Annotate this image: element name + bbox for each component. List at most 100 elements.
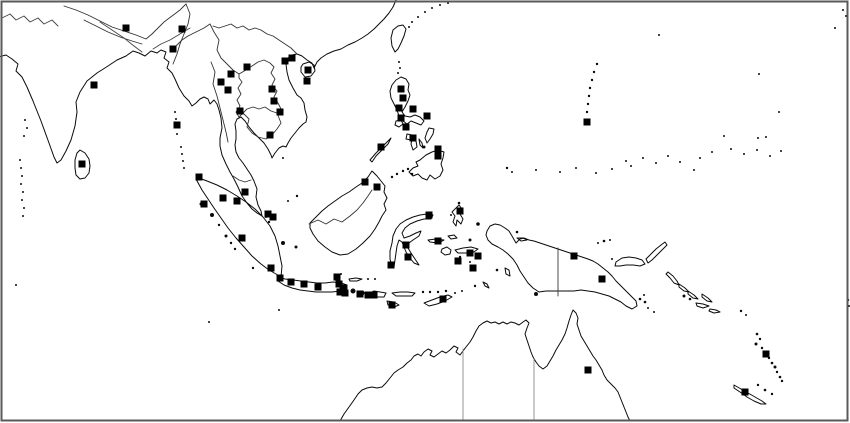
small-island-dot	[428, 290, 432, 294]
small-island-dot	[559, 171, 561, 173]
occurrence-marker	[434, 237, 442, 245]
coastline-taiwan	[390, 24, 407, 53]
small-island-dot	[22, 191, 24, 193]
coastline-hainan	[300, 61, 316, 78]
small-island-dot	[20, 167, 22, 169]
occurrence-marker	[456, 207, 464, 215]
small-island-dot	[224, 234, 228, 238]
occurrence-marker	[336, 288, 344, 296]
small-island-dot	[461, 290, 463, 292]
small-island-dot	[395, 172, 399, 176]
occurrence-marker	[169, 45, 177, 53]
small-island-dot	[780, 379, 784, 383]
occurrence-marker	[434, 145, 442, 153]
occurrence-marker	[409, 105, 417, 113]
small-island-dot	[658, 34, 660, 36]
small-island-dot	[647, 307, 649, 309]
occurrence-marker	[341, 289, 349, 297]
admin-line-nepal-south-border	[83, 19, 143, 45]
small-island-dot	[711, 151, 713, 153]
occurrence-marker	[217, 78, 225, 86]
coastline-borneo	[309, 170, 388, 256]
small-island-dot	[398, 61, 400, 63]
coastline-sumatra	[195, 177, 283, 278]
small-island-dot	[723, 135, 725, 137]
small-island-dot	[535, 169, 537, 171]
small-island-dot	[602, 239, 606, 243]
small-island-dot	[682, 294, 686, 298]
small-island-dot	[21, 199, 23, 201]
occurrence-marker	[178, 25, 186, 33]
occurrence-marker	[90, 81, 98, 89]
coastline-sri-lanka	[74, 149, 91, 180]
small-island-dot	[643, 300, 647, 304]
small-island-dot	[251, 266, 255, 270]
occurrence-marker	[423, 112, 431, 120]
small-island-dot	[24, 119, 26, 121]
coastline-new-britain	[614, 256, 646, 267]
small-island-dot	[655, 162, 657, 164]
small-island-dot	[595, 62, 599, 66]
occurrence-marker	[387, 261, 395, 269]
small-island-dot	[26, 127, 28, 129]
small-island-dot	[758, 73, 760, 75]
occurrence-marker	[288, 54, 296, 62]
occurrence-marker	[399, 94, 407, 102]
small-island-dot	[374, 278, 376, 280]
occurrence-marker	[434, 152, 442, 160]
small-island-dot	[406, 167, 410, 171]
coastline-choiseul	[678, 283, 690, 293]
small-island-dot	[667, 155, 669, 157]
small-island-dot	[595, 172, 597, 174]
small-island-dot	[282, 157, 284, 159]
small-island-dot	[23, 135, 25, 137]
small-island-dot	[180, 146, 182, 148]
occurrence-marker	[78, 160, 86, 168]
coastline-madura	[348, 277, 363, 282]
coastline-makira	[708, 308, 721, 314]
small-island-dot	[410, 172, 414, 176]
occurrence-marker	[266, 131, 274, 139]
coastline-buru	[440, 246, 452, 256]
occurrence-markers-layer	[78, 24, 770, 396]
occurrence-marker	[474, 252, 482, 260]
occurrence-marker	[361, 178, 369, 186]
coastlines-layer	[0, 0, 767, 422]
small-island-dot	[408, 26, 410, 28]
small-island-dot	[638, 297, 642, 301]
admin-line-thailand-myanmar-border	[210, 61, 229, 143]
occurrence-marker	[238, 234, 246, 242]
coastline-new-ireland	[645, 241, 668, 264]
small-island-dot	[588, 86, 592, 90]
small-island-dot	[417, 16, 419, 18]
coastline-malaita	[701, 293, 713, 303]
coastline-timor	[423, 294, 453, 307]
small-island-dot	[625, 160, 627, 162]
small-island-dot	[743, 153, 745, 155]
occurrence-marker	[269, 213, 277, 221]
small-island-dot	[760, 346, 764, 350]
occurrence-marker	[264, 210, 272, 218]
occurrence-marker	[303, 77, 311, 85]
small-island-dot	[770, 361, 774, 365]
small-island-dot	[699, 157, 701, 159]
small-island-dot	[515, 230, 519, 234]
occurrence-marker	[227, 70, 235, 78]
occurrence-marker	[268, 85, 276, 93]
small-island-dot	[763, 388, 767, 392]
occurrence-marker	[236, 107, 244, 115]
small-island-dot	[756, 383, 760, 387]
occurrence-marker	[454, 257, 462, 265]
small-island-dot	[19, 159, 21, 161]
coastline-cebu	[418, 138, 424, 149]
small-island-dot	[401, 169, 405, 173]
small-island-dot	[495, 268, 499, 272]
coastline-seram	[454, 246, 479, 254]
coastline-santa-isabel	[687, 290, 699, 300]
small-island-dot	[281, 241, 285, 245]
small-island-dot	[421, 290, 425, 294]
small-island-dot	[278, 309, 280, 311]
small-island-dot	[20, 183, 22, 185]
occurrence-marker	[314, 283, 322, 291]
